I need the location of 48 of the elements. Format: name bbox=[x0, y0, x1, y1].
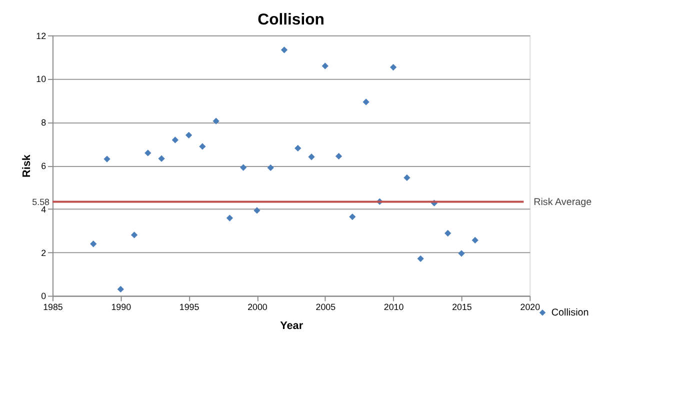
point bbox=[158, 155, 165, 162]
point bbox=[90, 240, 97, 248]
x-tick-label: 1995 bbox=[179, 302, 200, 312]
ref-line-label: Risk Average bbox=[534, 196, 592, 208]
point bbox=[185, 132, 192, 138]
point bbox=[458, 250, 465, 257]
x-tick-label: 2005 bbox=[316, 302, 336, 312]
y-tick-label: 8 bbox=[41, 118, 46, 128]
x-tick-label: 2015 bbox=[452, 302, 472, 312]
y-tick-label: 12 bbox=[36, 30, 46, 41]
point bbox=[254, 207, 260, 214]
x-tick-label: 2010 bbox=[384, 302, 404, 312]
point bbox=[335, 152, 342, 160]
point bbox=[444, 230, 452, 237]
x-tick-label: 1985 bbox=[43, 302, 63, 312]
point bbox=[322, 62, 328, 70]
point bbox=[362, 98, 370, 106]
point bbox=[226, 214, 234, 222]
y-tick-label: 4 bbox=[41, 204, 46, 214]
x-tick-label: 2020 bbox=[520, 302, 540, 312]
point bbox=[472, 236, 478, 244]
y-axis-title: Risk bbox=[21, 154, 34, 178]
point bbox=[240, 164, 247, 171]
point bbox=[130, 232, 138, 238]
point bbox=[280, 46, 288, 54]
x-tick-label: 2000 bbox=[248, 302, 268, 312]
y-tick-label: 10 bbox=[36, 74, 46, 84]
point bbox=[267, 164, 274, 172]
y-tick-label: 0 bbox=[41, 291, 46, 302]
point bbox=[144, 150, 152, 156]
y-tick-label: 2 bbox=[41, 248, 46, 258]
point bbox=[349, 213, 356, 220]
legend-label: Collision bbox=[551, 308, 589, 319]
y-tick-label: 6 bbox=[41, 161, 46, 172]
point bbox=[404, 174, 410, 182]
text: 5.58 bbox=[32, 196, 50, 207]
x-axis-title: Year bbox=[280, 320, 304, 332]
point bbox=[212, 118, 220, 124]
point bbox=[104, 156, 110, 162]
point bbox=[308, 154, 315, 160]
point bbox=[172, 136, 178, 144]
point bbox=[417, 255, 424, 262]
x-tick-label: 1990 bbox=[111, 302, 132, 312]
point bbox=[294, 144, 302, 152]
point bbox=[390, 64, 397, 71]
point bbox=[117, 286, 124, 293]
chart-title: Collision bbox=[258, 11, 324, 28]
point bbox=[199, 143, 206, 150]
